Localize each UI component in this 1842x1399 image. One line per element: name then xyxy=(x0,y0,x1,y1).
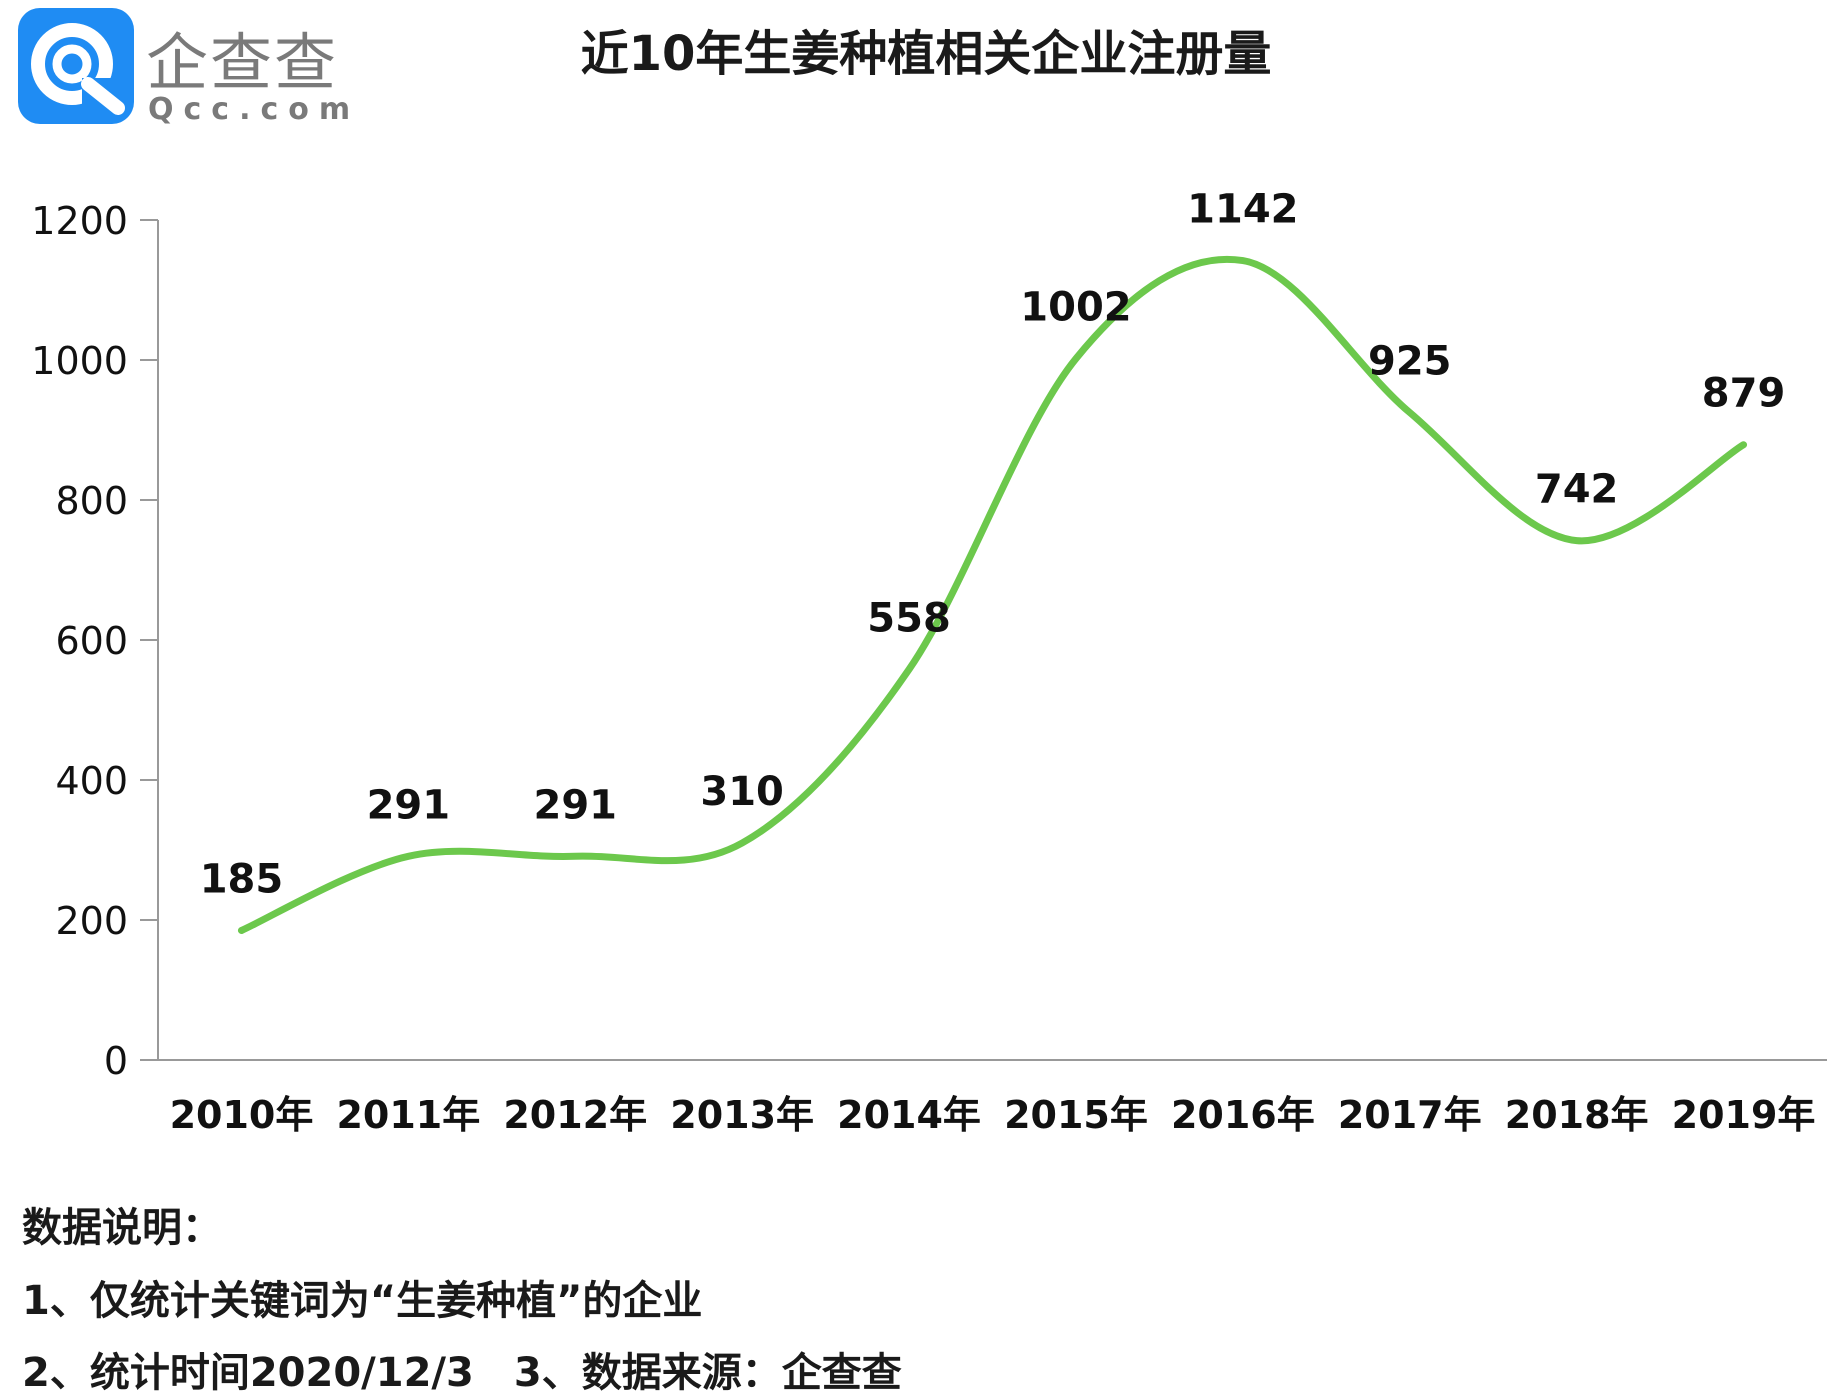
y-axis-ticks: 0 200 400 600 800 1000 1200 xyxy=(31,199,158,1083)
x-tick-label: 2011年 xyxy=(336,1093,480,1137)
data-labels: 185 291 291 310 558 1002 1142 925 742 879 xyxy=(200,187,1786,903)
x-tick-label: 2012年 xyxy=(503,1093,647,1137)
chart-title: 近10年生姜种植相关企业注册量 xyxy=(580,26,1272,82)
data-label: 742 xyxy=(1535,467,1619,513)
x-tick-label: 2016年 xyxy=(1171,1093,1315,1137)
x-axis-ticks: 2010年 2011年 2012年 2013年 2014年 2015年 2016年 2017年… xyxy=(170,1093,1816,1137)
y-tick-label: 800 xyxy=(55,479,128,523)
data-label: 291 xyxy=(534,782,618,828)
y-tick-label: 1200 xyxy=(31,199,128,243)
qcc-logo-icon xyxy=(18,8,134,124)
data-label: 310 xyxy=(700,769,784,815)
data-label: 558 xyxy=(867,595,951,641)
chart-axes xyxy=(157,220,1827,1061)
notes-line-2: 2、统计时间2020/12/3 3、数据来源：企查查 xyxy=(22,1350,902,1396)
qcc-logo: 企查查 Qcc.com xyxy=(18,8,378,128)
notes-line-1: 1、仅统计关键词为“生姜种植”的企业 xyxy=(22,1278,703,1324)
data-label: 185 xyxy=(200,857,284,903)
data-label: 291 xyxy=(367,782,451,828)
y-tick-label: 0 xyxy=(104,1039,128,1083)
notes-heading: 数据说明： xyxy=(22,1205,222,1251)
series-group xyxy=(237,255,1748,934)
y-tick-label: 200 xyxy=(55,899,128,943)
x-tick-label: 2015年 xyxy=(1004,1093,1148,1137)
x-tick-label: 2019年 xyxy=(1672,1093,1816,1137)
x-tick-label: 2010年 xyxy=(170,1093,314,1137)
y-tick-label: 600 xyxy=(55,619,128,663)
series-line xyxy=(237,255,1748,934)
x-tick-label: 2017年 xyxy=(1338,1093,1482,1137)
x-tick-label: 2013年 xyxy=(670,1093,814,1137)
logo-name-en: Qcc.com xyxy=(148,92,361,127)
x-tick-label: 2014年 xyxy=(837,1093,981,1137)
data-label: 1142 xyxy=(1187,187,1298,233)
logo-name-cn: 企查查 xyxy=(146,26,339,99)
x-tick-label: 2018年 xyxy=(1505,1093,1649,1137)
data-label: 1002 xyxy=(1020,285,1131,331)
y-tick-label: 1000 xyxy=(31,339,128,383)
y-tick-label: 400 xyxy=(55,759,128,803)
data-label: 879 xyxy=(1702,371,1786,417)
data-label: 925 xyxy=(1368,339,1452,385)
